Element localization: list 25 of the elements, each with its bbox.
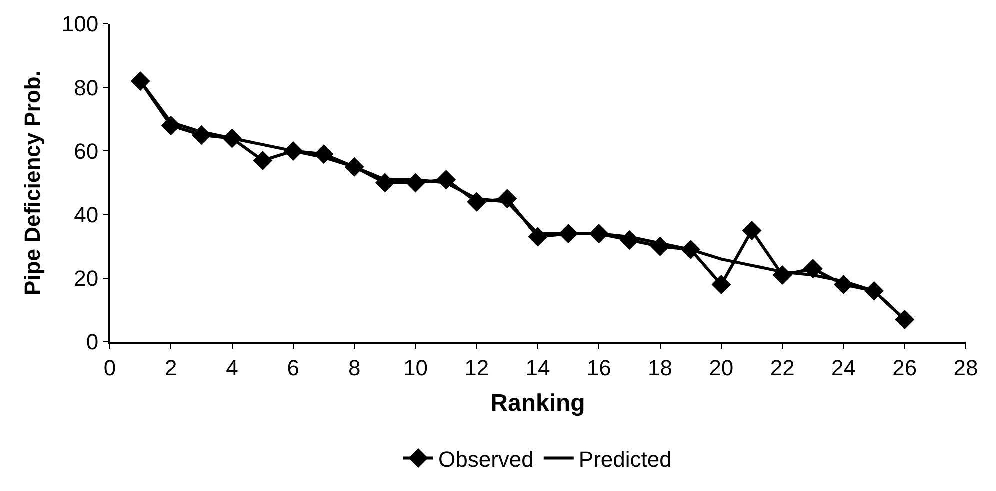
x-tick-label: 0 <box>104 355 116 380</box>
x-tick-label: 26 <box>892 355 918 380</box>
x-tick-label: 24 <box>831 355 856 380</box>
y-tick-label: 60 <box>74 138 99 164</box>
x-tick-label: 2 <box>165 355 178 380</box>
x-tick-label: 10 <box>403 355 428 380</box>
x-tick-label: 6 <box>287 355 300 380</box>
x-tick-label: 12 <box>464 355 490 380</box>
x-tick-label: 4 <box>226 355 238 380</box>
x-tick-label: 16 <box>586 355 612 380</box>
x-tick-label: 8 <box>348 355 361 380</box>
y-tick-label: 40 <box>74 202 99 228</box>
y-tick-label: 0 <box>86 330 99 355</box>
x-tick-label: 14 <box>526 355 550 380</box>
x-tick-label: 20 <box>709 355 734 380</box>
y-tick-label: 20 <box>74 266 99 292</box>
y-tick-label: 100 <box>62 12 99 37</box>
x-tick-label: 28 <box>954 355 978 380</box>
legend-label: Observed <box>438 446 534 472</box>
x-tick-label: 22 <box>770 355 795 380</box>
legend-label: Predicted <box>578 446 672 472</box>
x-axis-title: Ranking <box>490 390 586 418</box>
y-axis-title: Pipe Deficiency Prob. <box>20 70 46 296</box>
y-tick-label: 80 <box>74 75 99 100</box>
x-tick-label: 18 <box>648 355 673 380</box>
